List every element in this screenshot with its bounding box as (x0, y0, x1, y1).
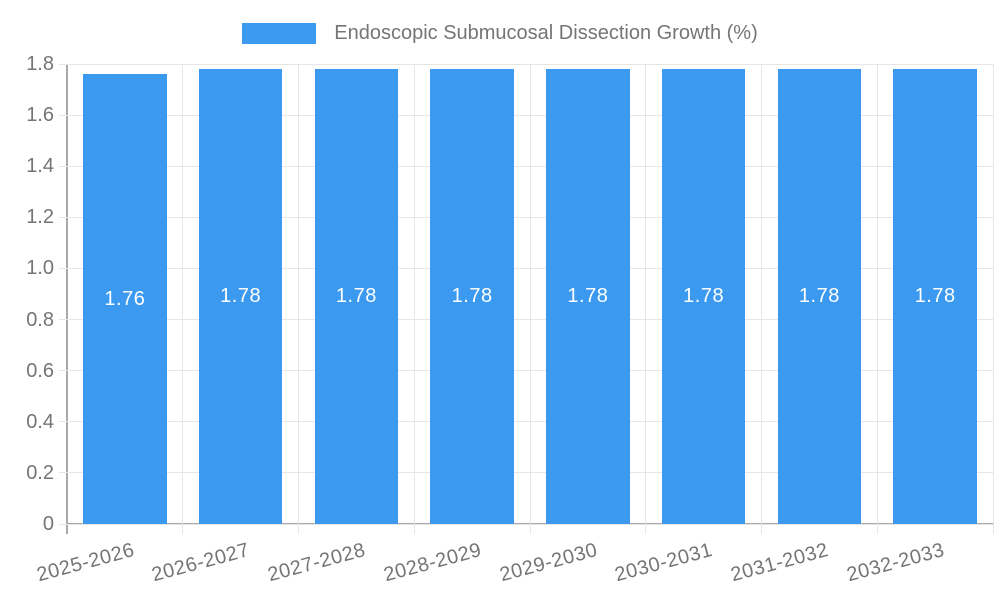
y-tick-label: 1.8 (26, 53, 54, 75)
gridline-vertical (992, 64, 994, 534)
gridline-horizontal (59, 267, 993, 269)
x-tick-label: 2025-2026 (34, 539, 137, 587)
x-tick-label: 2026-2027 (149, 539, 253, 587)
gridline-horizontal (59, 216, 993, 218)
bar[interactable]: 1.78 (430, 69, 514, 524)
legend-label: Endoscopic Submucosal Dissection Growth … (334, 22, 758, 44)
gridline-vertical (761, 64, 762, 534)
bar[interactable]: 1.78 (314, 69, 399, 524)
gridline-horizontal (59, 114, 993, 116)
gridline-horizontal (59, 523, 993, 525)
gridline-vertical (876, 64, 878, 534)
x-tick-label: 2032-2033 (844, 539, 947, 587)
bar-value-label: 1.76 (104, 287, 146, 310)
bar-value-label: 1.78 (683, 285, 725, 308)
bar-value-label: 1.78 (914, 285, 956, 308)
x-tick-label: 2028-2029 (381, 539, 484, 587)
y-tick-label: 1.2 (26, 206, 54, 229)
bar[interactable]: 1.76 (83, 74, 167, 524)
gridline-horizontal (59, 421, 993, 423)
bar[interactable]: 1.78 (777, 69, 862, 524)
x-tick-label: 2029-2030 (497, 539, 600, 587)
gridline-vertical (645, 64, 647, 534)
x-tick-label: 2027-2028 (265, 539, 369, 587)
bar-value-label: 1.78 (451, 285, 493, 308)
gridline-horizontal (59, 370, 993, 372)
bar-value-label: 1.78 (335, 285, 377, 308)
y-tick-label: 0 (42, 513, 54, 535)
legend-item[interactable]: Endoscopic Submucosal Dissection Growth … (242, 22, 758, 44)
gridline-horizontal (59, 165, 993, 167)
x-tick-label: 2030-2031 (612, 539, 716, 587)
gridline-vertical (298, 64, 299, 534)
legend-swatch (242, 22, 317, 44)
y-tick-label: 0.6 (26, 359, 54, 382)
x-tick-label: 2031-2032 (728, 539, 832, 587)
bar[interactable]: 1.78 (198, 69, 283, 524)
chart-legend: Endoscopic Submucosal Dissection Growth … (0, 22, 1000, 44)
bar-value-label: 1.78 (567, 285, 609, 308)
bar-value-label: 1.78 (220, 285, 262, 308)
y-tick-label: 1.4 (26, 155, 54, 178)
bar[interactable]: 1.78 (661, 69, 746, 524)
gridline-horizontal (59, 63, 993, 65)
gridline-vertical (182, 64, 184, 534)
gridline-vertical (413, 64, 415, 534)
plot-area: 0 0.2 0.4 0.6 0.8 1.0 1.2 1.4 1.6 1.8 1.76 2025-202… (26, 53, 994, 586)
gridline-horizontal (59, 319, 993, 321)
y-tick-label: 1.6 (26, 104, 54, 127)
y-axis-line (66, 64, 68, 534)
bar-value-label: 1.78 (798, 285, 840, 308)
y-tick-label: 1.0 (26, 257, 54, 280)
bar[interactable]: 1.78 (893, 69, 977, 524)
bar[interactable]: 1.78 (546, 69, 630, 524)
y-tick-label: 0.2 (26, 461, 54, 484)
y-tick-label: 0.8 (26, 308, 54, 331)
gridline-vertical (529, 64, 531, 534)
gridline-horizontal (59, 472, 993, 474)
y-tick-label: 0.4 (26, 410, 54, 433)
